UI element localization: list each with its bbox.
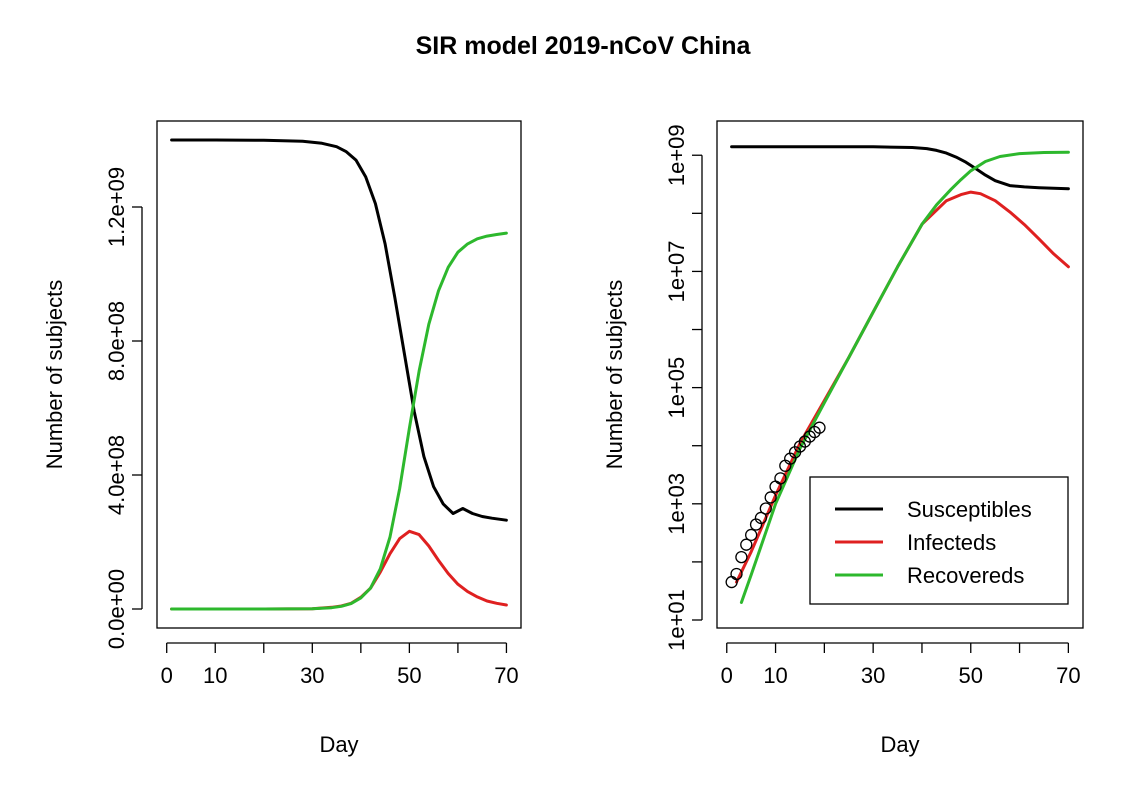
series-line-susceptibles <box>730 145 1070 191</box>
y-tick-label: 1e+07 <box>664 241 689 303</box>
x-tick-label: 70 <box>494 663 518 688</box>
left-panel-linear: 0 10 30 50 70 0.0e+00 4.0e+08 8.0e+08 1.2e+09 Day… <box>42 120 522 757</box>
x-axis-title: Day <box>880 732 919 757</box>
observed-point <box>759 502 772 515</box>
observed-point <box>754 511 768 525</box>
y-tick-label: 1e+09 <box>664 124 689 186</box>
x-axis-title: Day <box>319 732 358 757</box>
x-tick-label: 50 <box>959 663 983 688</box>
x-tick-label: 0 <box>721 663 733 688</box>
x-tick-label: 50 <box>397 663 421 688</box>
y-tick-label: 4.0e+08 <box>104 435 129 515</box>
observed-point <box>764 491 777 504</box>
observed-point <box>774 472 787 485</box>
y-tick-label: 0.0e+00 <box>104 569 129 649</box>
x-tick-label: 0 <box>161 663 173 688</box>
y-tick-label: 8.0e+08 <box>104 301 129 381</box>
y-tick-label: 1e+05 <box>664 357 689 419</box>
x-tick-label: 10 <box>763 663 787 688</box>
observed-point <box>740 538 753 551</box>
legend-label-recovereds: Recovereds <box>907 563 1024 588</box>
series-line-infecteds <box>170 529 508 611</box>
y-tick-label: 1.2e+09 <box>104 167 129 247</box>
legend-label-susceptibles: Susceptibles <box>907 497 1032 522</box>
plot-frame <box>716 120 1084 629</box>
x-tick-label: 30 <box>861 663 885 688</box>
observed-point <box>813 421 826 434</box>
y-tick-label: 1e+01 <box>664 589 689 651</box>
legend-label-infecteds: Infecteds <box>907 530 996 555</box>
legend: Susceptibles Infecteds Recovereds <box>809 476 1069 605</box>
observed-point <box>735 550 748 564</box>
x-tick-label: 10 <box>203 663 227 688</box>
x-tick-label: 70 <box>1056 663 1080 688</box>
y-tick-label: 1e+03 <box>664 473 689 535</box>
series-line-susceptibles <box>170 138 508 522</box>
figure-title: SIR model 2019-nCoV China <box>416 32 752 60</box>
right-panel-log: 0 10 30 50 70 1e+01 1e+03 1e+05 1e+07 1e+09 Day Num… <box>602 120 1084 757</box>
observed-point <box>730 567 743 581</box>
series-line-recovereds <box>170 231 508 611</box>
y-axis-title: Number of subjects <box>602 280 627 470</box>
x-tick-label: 30 <box>300 663 324 688</box>
plot-frame <box>156 120 522 629</box>
y-axis-title: Number of subjects <box>42 280 67 470</box>
observed-point <box>745 528 758 542</box>
